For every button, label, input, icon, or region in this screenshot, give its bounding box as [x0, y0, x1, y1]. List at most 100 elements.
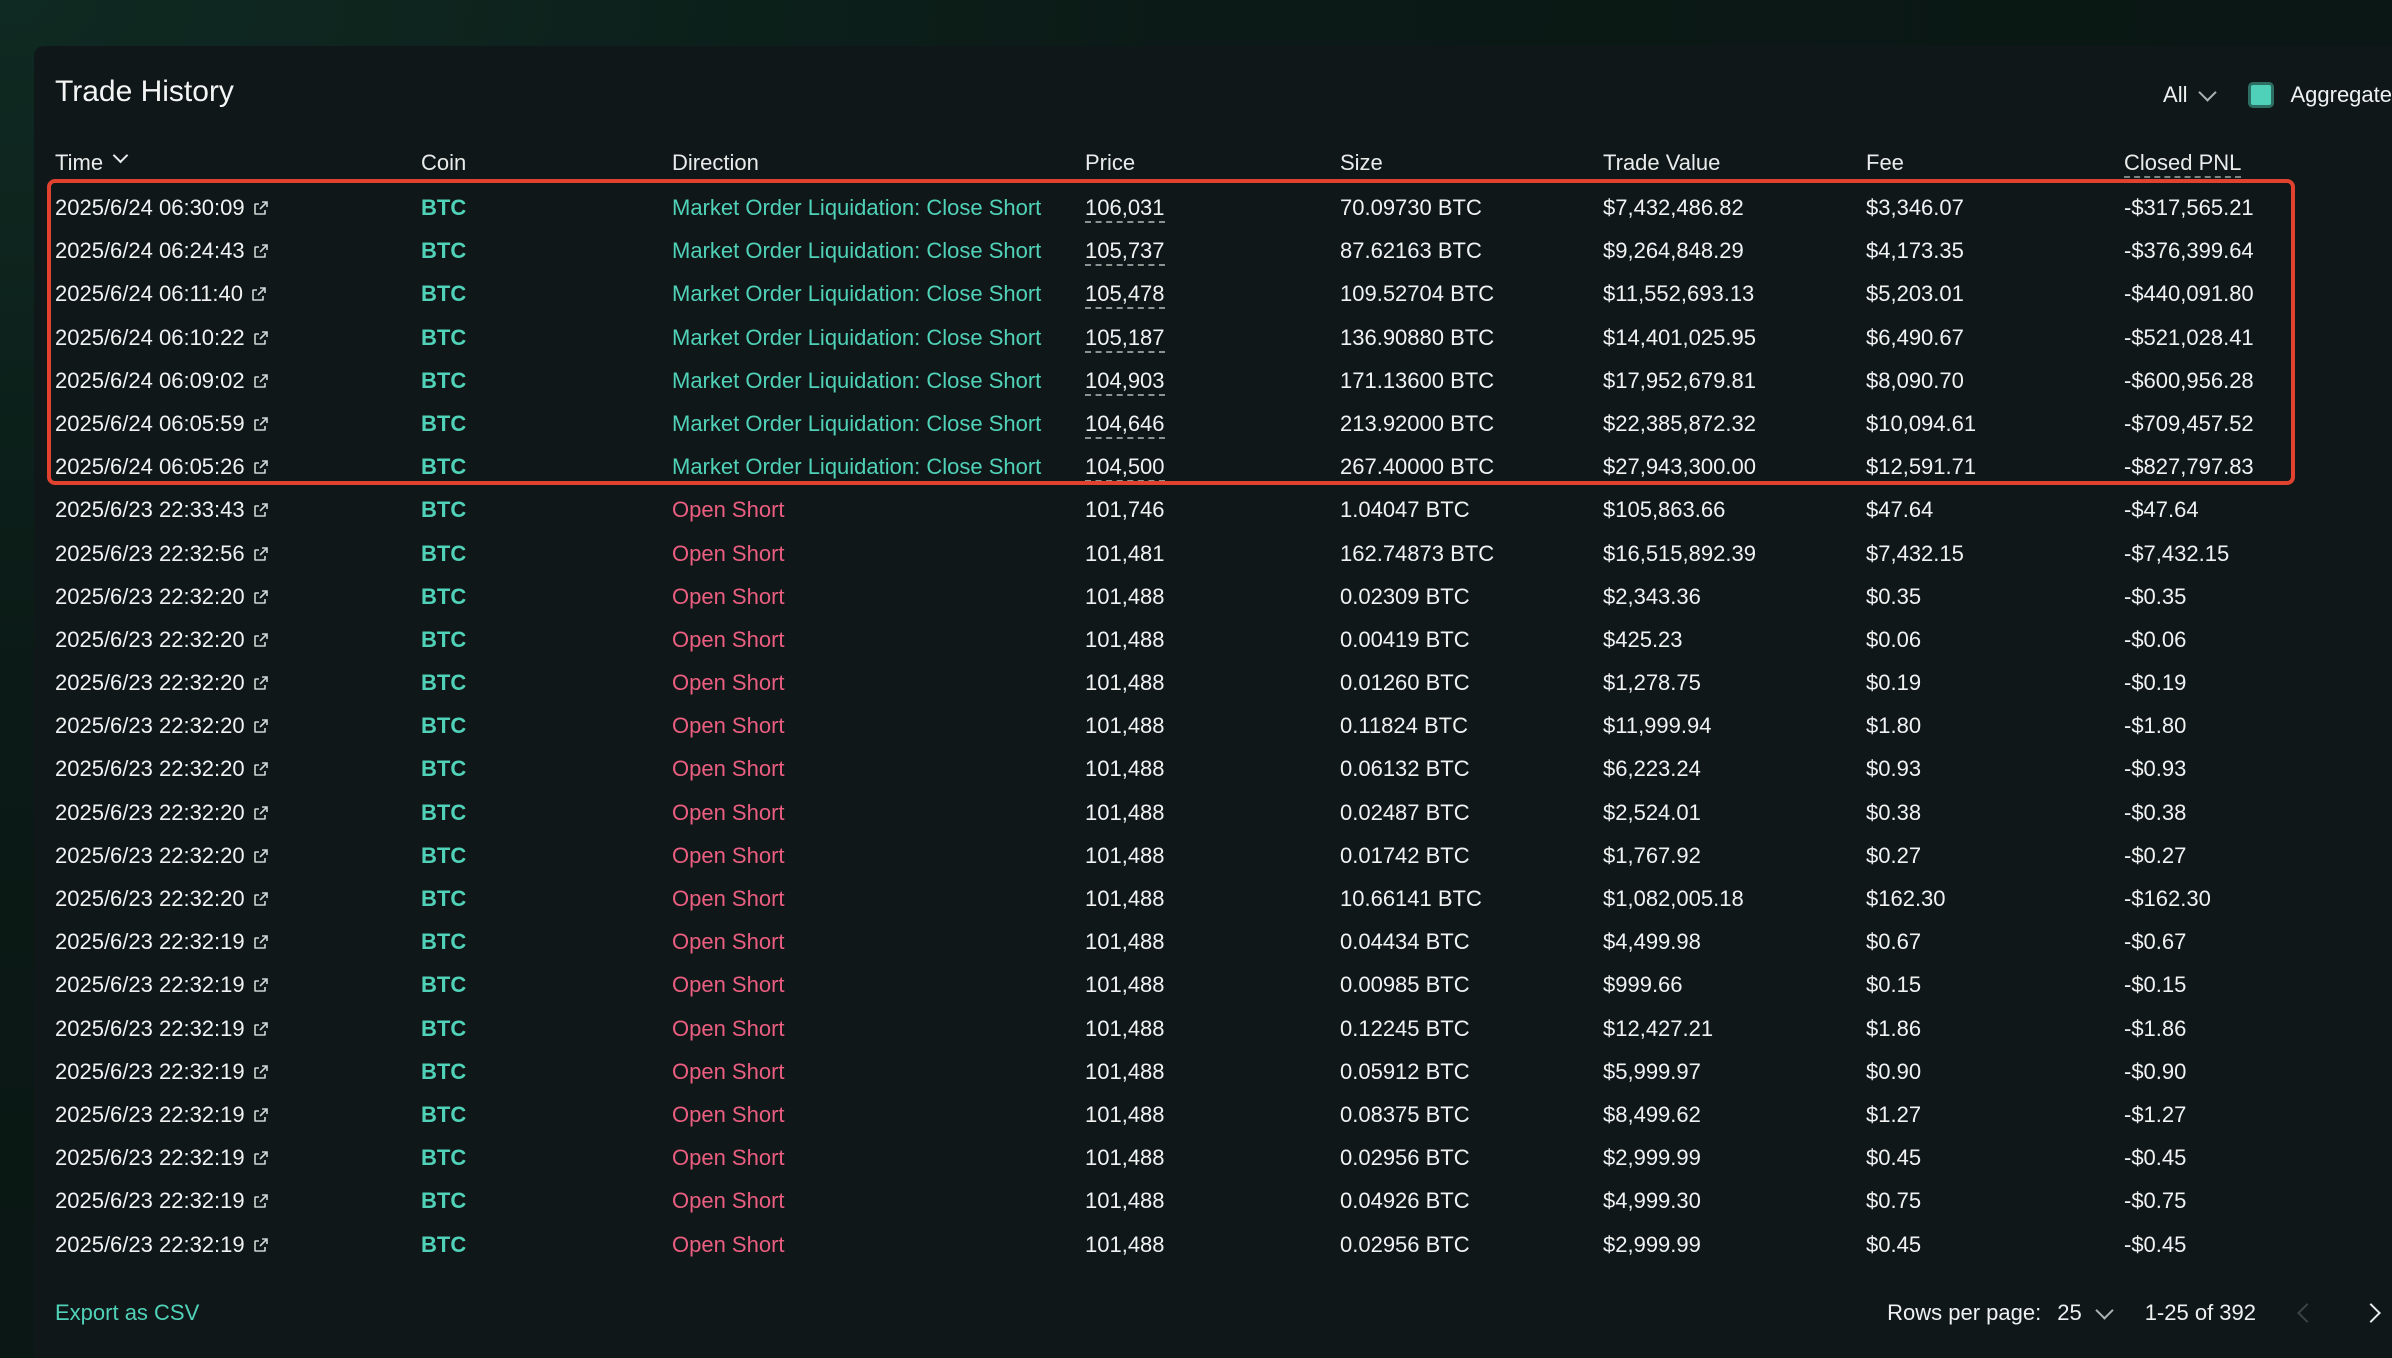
row-closed-pnl: -$162.30 [2124, 886, 2211, 911]
external-link-icon[interactable] [253, 972, 269, 998]
row-time[interactable]: 2025/6/24 06:30:09 [55, 195, 269, 221]
table-header: Time Coin Direction Price Size Trade Val… [55, 147, 2392, 180]
external-link-icon[interactable] [253, 411, 269, 437]
external-link-icon[interactable] [253, 325, 269, 351]
row-time[interactable]: 2025/6/24 06:05:59 [55, 411, 269, 437]
external-link-icon[interactable] [253, 541, 269, 567]
external-link-icon[interactable] [253, 670, 269, 696]
external-link-icon[interactable] [253, 1145, 269, 1171]
row-time[interactable]: 2025/6/23 22:32:20 [55, 756, 269, 782]
row-fee: $0.27 [1866, 842, 1922, 868]
column-header-fee: Fee [1866, 150, 1904, 175]
external-link-icon[interactable] [253, 800, 269, 826]
row-time[interactable]: 2025/6/24 06:09:02 [55, 368, 269, 394]
row-time[interactable]: 2025/6/23 22:32:20 [55, 627, 269, 653]
row-coin: BTC [421, 1101, 467, 1127]
row-price[interactable]: 105,478 [1085, 281, 1165, 310]
row-time[interactable]: 2025/6/23 22:32:20 [55, 584, 269, 610]
external-link-icon[interactable] [253, 1232, 269, 1258]
row-trade-value: $1,278.75 [1603, 670, 1701, 696]
row-fee: $1.27 [1866, 1101, 1922, 1127]
row-price: 101,488 [1085, 1145, 1165, 1171]
external-link-icon[interactable] [253, 627, 269, 653]
row-time[interactable]: 2025/6/23 22:33:43 [55, 497, 269, 523]
row-time[interactable]: 2025/6/23 22:32:19 [55, 1232, 269, 1258]
row-time[interactable]: 2025/6/23 22:32:20 [55, 713, 269, 739]
column-header-time[interactable]: Time [55, 147, 129, 176]
row-time-label: 2025/6/24 06:11:40 [55, 281, 243, 307]
row-direction: Market Order Liquidation: Close Short [672, 410, 1042, 436]
row-time[interactable]: 2025/6/24 06:24:43 [55, 238, 269, 264]
row-time[interactable]: 2025/6/23 22:32:19 [55, 1059, 269, 1085]
external-link-icon[interactable] [253, 1188, 269, 1214]
table-body: 2025/6/24 06:30:09 BTC Market Order Liquid… [55, 186, 2392, 1266]
row-closed-pnl: -$521,028.41 [2124, 324, 2254, 350]
row-price[interactable]: 104,646 [1085, 411, 1165, 439]
row-fee: $0.15 [1866, 972, 1922, 998]
row-time[interactable]: 2025/6/24 06:05:26 [55, 454, 269, 480]
external-link-icon[interactable] [253, 756, 269, 782]
row-size: 0.04434 BTC [1340, 929, 1470, 955]
row-trade-value: $1,767.92 [1603, 842, 1701, 868]
row-time[interactable]: 2025/6/23 22:32:19 [55, 1145, 269, 1171]
row-time[interactable]: 2025/6/23 22:32:20 [55, 843, 269, 869]
rows-per-page-select[interactable]: 25 [2057, 1300, 2082, 1325]
external-link-icon[interactable] [253, 1059, 269, 1085]
row-coin: BTC [421, 1015, 467, 1041]
table-row: 2025/6/23 22:32:20 BTC Open Short 101,488 0.… [55, 575, 2392, 618]
row-trade-value: $4,499.98 [1603, 929, 1701, 955]
external-link-icon[interactable] [253, 843, 269, 869]
external-link-icon[interactable] [253, 454, 269, 480]
external-link-icon[interactable] [253, 238, 269, 264]
row-time[interactable]: 2025/6/24 06:11:40 [55, 281, 267, 307]
external-link-icon[interactable] [253, 1016, 269, 1042]
row-size: 0.01742 BTC [1340, 842, 1470, 868]
column-header-price: Price [1085, 150, 1136, 175]
next-page-icon[interactable] [2361, 1303, 2381, 1323]
row-coin: BTC [421, 454, 467, 480]
external-link-icon[interactable] [253, 886, 269, 912]
table-row: 2025/6/23 22:32:19 BTC Open Short 101,488 0.… [55, 1223, 2392, 1266]
row-time[interactable]: 2025/6/23 22:32:56 [55, 541, 269, 567]
external-link-icon[interactable] [253, 1102, 269, 1128]
row-size: 0.12245 BTC [1340, 1015, 1470, 1041]
external-link-icon[interactable] [253, 497, 269, 523]
row-price: 101,488 [1085, 799, 1165, 825]
row-time[interactable]: 2025/6/23 22:32:20 [55, 886, 269, 912]
external-link-icon[interactable] [253, 195, 269, 221]
prev-page-icon[interactable] [2297, 1303, 2317, 1323]
chevron-down-icon[interactable] [2094, 1300, 2114, 1320]
row-fee: $0.35 [1866, 583, 1922, 609]
row-time[interactable]: 2025/6/23 22:32:20 [55, 800, 269, 826]
external-link-icon[interactable] [253, 929, 269, 955]
external-link-icon[interactable] [251, 281, 267, 307]
filter-dropdown[interactable]: All [2163, 82, 2218, 108]
row-price[interactable]: 106,031 [1085, 195, 1165, 223]
row-size: 0.06132 BTC [1340, 756, 1470, 782]
row-price[interactable]: 104,500 [1085, 454, 1165, 483]
row-time[interactable]: 2025/6/23 22:32:19 [55, 972, 269, 998]
row-fee: $0.19 [1866, 670, 1922, 696]
row-time[interactable]: 2025/6/24 06:10:22 [55, 325, 269, 351]
external-link-icon[interactable] [253, 368, 269, 394]
row-price: 101,488 [1085, 756, 1165, 782]
row-fee: $7,432.15 [1866, 540, 1964, 566]
column-header-closed-pnl[interactable]: Closed PNL [2124, 150, 2242, 178]
row-price[interactable]: 105,737 [1085, 238, 1165, 267]
row-direction: Open Short [672, 1188, 785, 1214]
aggregate-checkbox[interactable] [2248, 82, 2275, 108]
export-csv-link[interactable]: Export as CSV [55, 1300, 200, 1325]
row-time[interactable]: 2025/6/23 22:32:20 [55, 670, 269, 696]
row-time[interactable]: 2025/6/23 22:32:19 [55, 1188, 269, 1214]
panel-controls: All Aggregate [2163, 75, 2392, 115]
row-size: 171.13600 BTC [1340, 367, 1495, 393]
row-direction: Open Short [672, 799, 785, 825]
row-price[interactable]: 104,903 [1085, 368, 1165, 396]
row-size: 267.40000 BTC [1340, 454, 1495, 480]
row-price[interactable]: 105,187 [1085, 325, 1165, 353]
row-time[interactable]: 2025/6/23 22:32:19 [55, 1102, 269, 1128]
row-time[interactable]: 2025/6/23 22:32:19 [55, 929, 269, 955]
external-link-icon[interactable] [253, 584, 269, 610]
external-link-icon[interactable] [253, 713, 269, 739]
row-time[interactable]: 2025/6/23 22:32:19 [55, 1016, 269, 1042]
